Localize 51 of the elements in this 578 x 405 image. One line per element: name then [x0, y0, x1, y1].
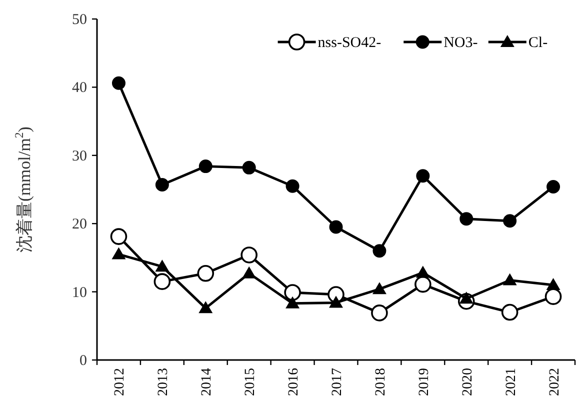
point — [329, 220, 343, 234]
x-tick-label: 2013 — [156, 368, 172, 396]
point — [501, 304, 518, 321]
point — [460, 212, 474, 226]
point — [110, 228, 128, 245]
point — [155, 260, 170, 272]
point — [546, 180, 560, 194]
point — [459, 292, 474, 304]
x-tick-label: 2012 — [112, 368, 128, 396]
x-tick-label: 2018 — [373, 368, 388, 396]
legend-label: nss-SO42- — [318, 35, 382, 51]
point — [286, 179, 300, 193]
point — [198, 301, 213, 314]
point — [414, 276, 432, 293]
point — [155, 178, 169, 192]
x-tick-label: 2022 — [547, 368, 562, 396]
point — [546, 278, 560, 290]
point — [242, 160, 256, 174]
x-tick-label: 2019 — [416, 368, 432, 396]
point — [154, 273, 171, 290]
x-tick-label: 2015 — [243, 368, 258, 396]
point — [502, 273, 517, 286]
x-tick-label: 2016 — [286, 368, 302, 396]
point — [371, 304, 388, 322]
point — [329, 296, 343, 308]
legend-label: Cl- — [528, 35, 548, 51]
y-tick-label: 0 — [80, 353, 87, 369]
legend-label: NO3- — [444, 35, 478, 51]
x-tick-label: 2021 — [504, 368, 519, 396]
point — [284, 284, 301, 301]
x-tick-label: 2017 — [330, 368, 345, 396]
y-tick-label: 40 — [72, 80, 87, 96]
point — [416, 169, 430, 183]
point — [286, 296, 300, 308]
point — [544, 288, 562, 305]
y-tick-label: 30 — [72, 148, 87, 164]
y-tick-label: 20 — [72, 216, 87, 233]
x-tick-label: 2014 — [200, 368, 215, 396]
point — [242, 266, 256, 278]
x-tick-label: 2020 — [460, 368, 476, 396]
point — [416, 266, 430, 278]
point — [503, 214, 517, 228]
point — [372, 244, 386, 258]
point — [372, 282, 386, 294]
y-tick-label: 10 — [72, 284, 87, 301]
point — [198, 160, 212, 174]
point — [197, 264, 214, 282]
point — [240, 246, 258, 264]
point — [112, 76, 126, 90]
point — [112, 247, 126, 260]
y-tick-label: 50 — [72, 12, 87, 28]
